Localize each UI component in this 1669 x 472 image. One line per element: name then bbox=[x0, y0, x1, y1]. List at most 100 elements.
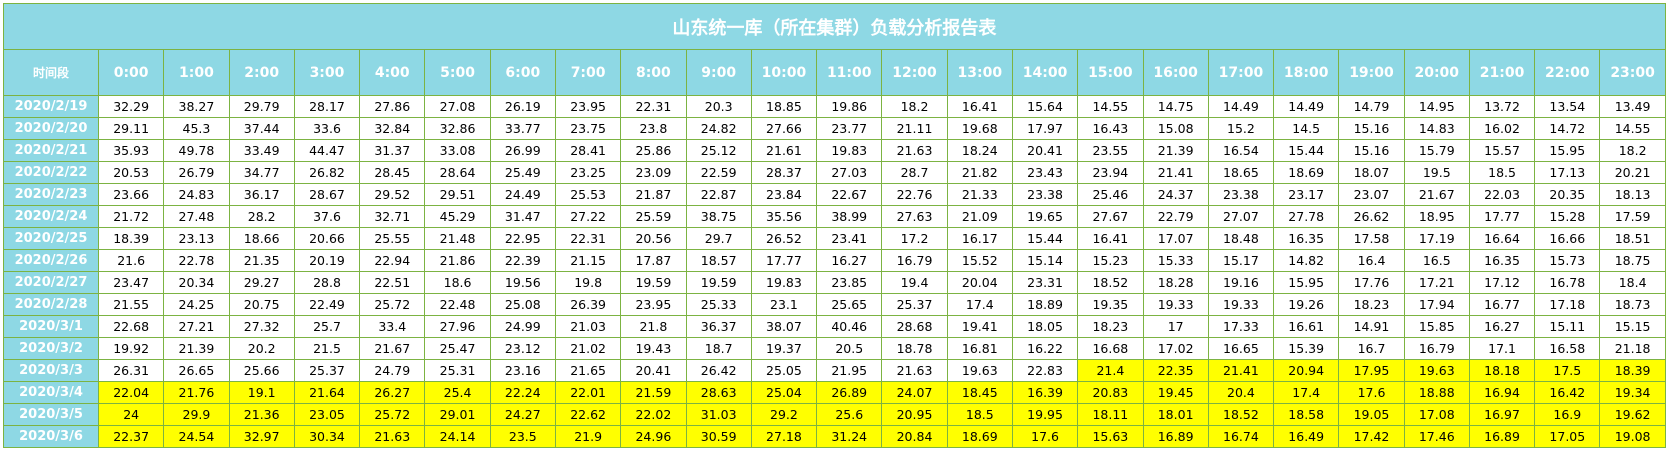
table-row: 2020/3/4 22.04 21.76 19.1 21.64 26.27 25.4 22.2… bbox=[3, 381, 1666, 404]
load-value-cell: 19.33 bbox=[1142, 293, 1209, 316]
table-row: 2020/2/28 21.55 24.25 20.75 22.49 25.72 22.48 2… bbox=[3, 293, 1666, 316]
load-value-cell: 21.63 bbox=[881, 359, 948, 382]
load-value-cell: 31.24 bbox=[816, 425, 883, 448]
load-value-cell: 19.92 bbox=[97, 337, 165, 360]
load-value-cell: 23.1 bbox=[750, 293, 818, 316]
hour-header: 6:00 bbox=[489, 49, 556, 96]
load-value-cell: 17.42 bbox=[1338, 425, 1405, 448]
load-value-cell: 18.85 bbox=[750, 95, 818, 118]
load-value-cell: 24 bbox=[97, 403, 165, 426]
load-value-cell: 21.82 bbox=[946, 161, 1013, 184]
load-value-cell: 44.47 bbox=[293, 139, 361, 162]
load-value-cell: 24.99 bbox=[489, 315, 556, 338]
load-value-cell: 22.31 bbox=[554, 227, 622, 250]
load-value-cell: 19.68 bbox=[946, 117, 1013, 140]
hour-header: 22:00 bbox=[1534, 49, 1601, 96]
load-value-cell: 16.35 bbox=[1273, 227, 1340, 250]
load-value-cell: 24.07 bbox=[881, 381, 948, 404]
load-value-cell: 17.05 bbox=[1534, 425, 1601, 448]
load-value-cell: 17.4 bbox=[1273, 381, 1340, 404]
load-value-cell: 21.72 bbox=[97, 205, 165, 228]
load-value-cell: 16.43 bbox=[1077, 117, 1144, 140]
table-row: 2020/2/24 21.72 27.48 28.2 37.6 32.71 45.29 31.… bbox=[3, 205, 1666, 228]
load-value-cell: 24.79 bbox=[359, 359, 426, 382]
load-value-cell: 16.81 bbox=[946, 337, 1013, 360]
load-value-cell: 21.35 bbox=[228, 249, 295, 272]
load-value-cell: 29.7 bbox=[685, 227, 752, 250]
load-value-cell: 15.52 bbox=[946, 249, 1013, 272]
load-value-cell: 16.27 bbox=[816, 249, 883, 272]
load-value-cell: 19.4 bbox=[881, 271, 948, 294]
load-value-cell: 28.37 bbox=[750, 161, 818, 184]
report-title: 山东统一库（所在集群）负载分析报告表 bbox=[3, 3, 1666, 50]
load-value-cell: 45.3 bbox=[163, 117, 230, 140]
load-value-cell: 27.03 bbox=[816, 161, 883, 184]
load-value-cell: 15.23 bbox=[1077, 249, 1144, 272]
load-value-cell: 21.87 bbox=[620, 183, 687, 206]
load-value-cell: 29.2 bbox=[750, 403, 818, 426]
load-value-cell: 19.63 bbox=[1403, 359, 1470, 382]
table-row: 2020/2/20 29.11 45.3 37.44 33.6 32.84 32.86 33.… bbox=[3, 117, 1666, 140]
load-value-cell: 22.78 bbox=[163, 249, 230, 272]
load-value-cell: 16.94 bbox=[1468, 381, 1536, 404]
load-value-cell: 14.75 bbox=[1142, 95, 1209, 118]
load-value-cell: 26.42 bbox=[685, 359, 752, 382]
date-cell: 2020/2/19 bbox=[3, 95, 99, 118]
load-value-cell: 19.63 bbox=[946, 359, 1013, 382]
load-value-cell: 28.63 bbox=[685, 381, 752, 404]
load-value-cell: 19.05 bbox=[1338, 403, 1405, 426]
load-value-cell: 21.39 bbox=[1142, 139, 1209, 162]
load-value-cell: 26.79 bbox=[163, 161, 230, 184]
hour-header: 1:00 bbox=[163, 49, 230, 96]
load-value-cell: 26.65 bbox=[163, 359, 230, 382]
load-value-cell: 25.12 bbox=[685, 139, 752, 162]
load-value-cell: 16.74 bbox=[1207, 425, 1275, 448]
date-cell: 2020/2/23 bbox=[3, 183, 99, 206]
load-value-cell: 15.95 bbox=[1273, 271, 1340, 294]
load-value-cell: 28.68 bbox=[881, 315, 948, 338]
load-value-cell: 18.7 bbox=[685, 337, 752, 360]
load-value-cell: 17.97 bbox=[1011, 117, 1079, 140]
load-value-cell: 14.95 bbox=[1403, 95, 1470, 118]
load-value-cell: 29.01 bbox=[424, 403, 491, 426]
load-value-cell: 14.55 bbox=[1077, 95, 1144, 118]
date-cell: 2020/2/24 bbox=[3, 205, 99, 228]
load-value-cell: 19.65 bbox=[1011, 205, 1079, 228]
load-value-cell: 20.66 bbox=[293, 227, 361, 250]
load-value-cell: 18.01 bbox=[1142, 403, 1209, 426]
hour-header: 15:00 bbox=[1077, 49, 1144, 96]
load-value-cell: 14.79 bbox=[1338, 95, 1405, 118]
load-value-cell: 21.67 bbox=[359, 337, 426, 360]
load-value-cell: 16.27 bbox=[1468, 315, 1536, 338]
load-value-cell: 16.89 bbox=[1142, 425, 1209, 448]
load-value-cell: 16.02 bbox=[1468, 117, 1536, 140]
load-value-cell: 15.85 bbox=[1403, 315, 1470, 338]
load-value-cell: 22.24 bbox=[489, 381, 556, 404]
load-value-cell: 17.6 bbox=[1011, 425, 1079, 448]
load-value-cell: 21.59 bbox=[620, 381, 687, 404]
load-value-cell: 18.2 bbox=[1599, 139, 1666, 162]
load-value-cell: 19.1 bbox=[228, 381, 295, 404]
load-value-cell: 22.87 bbox=[685, 183, 752, 206]
load-value-cell: 27.21 bbox=[163, 315, 230, 338]
load-value-cell: 26.39 bbox=[554, 293, 622, 316]
load-value-cell: 16.4 bbox=[1338, 249, 1405, 272]
load-value-cell: 17.08 bbox=[1403, 403, 1470, 426]
load-value-cell: 22.04 bbox=[97, 381, 165, 404]
load-value-cell: 20.75 bbox=[228, 293, 295, 316]
load-value-cell: 16.41 bbox=[946, 95, 1013, 118]
load-value-cell: 31.37 bbox=[359, 139, 426, 162]
table-row: 2020/2/19 32.29 38.27 29.79 28.17 27.86 27.08 2… bbox=[3, 95, 1666, 118]
load-value-cell: 18.58 bbox=[1273, 403, 1340, 426]
load-value-cell: 21.03 bbox=[554, 315, 622, 338]
load-value-cell: 26.82 bbox=[293, 161, 361, 184]
load-value-cell: 19.34 bbox=[1599, 381, 1666, 404]
load-value-cell: 36.37 bbox=[685, 315, 752, 338]
load-value-cell: 15.16 bbox=[1338, 117, 1405, 140]
load-value-cell: 24.14 bbox=[424, 425, 491, 448]
load-value-cell: 18.5 bbox=[946, 403, 1013, 426]
load-value-cell: 18.75 bbox=[1599, 249, 1666, 272]
load-value-cell: 22.59 bbox=[685, 161, 752, 184]
load-value-cell: 22.02 bbox=[620, 403, 687, 426]
hour-header: 19:00 bbox=[1338, 49, 1405, 96]
